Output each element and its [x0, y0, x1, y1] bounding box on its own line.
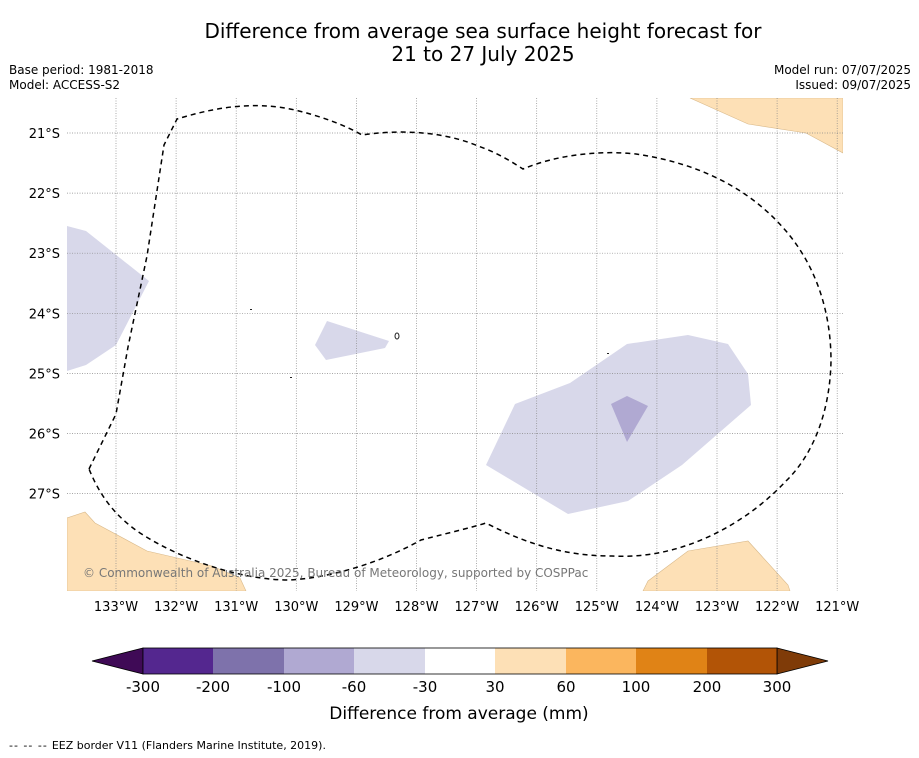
latitude-tick-label: 27°S — [29, 488, 60, 503]
island-marker — [290, 377, 292, 378]
eez-legend-text: EEZ border V11 (Flanders Marine Institut… — [51, 739, 326, 752]
colorbar-tick-label: 30 — [485, 678, 504, 696]
negative-anomaly-region-east — [486, 335, 751, 514]
longitude-tick-label: 123°W — [695, 600, 739, 615]
longitude-tick-label: 126°W — [515, 600, 559, 615]
eez-legend-symbol: -- -- -- — [9, 739, 48, 752]
map-title-line1: Difference from average sea surface heig… — [204, 19, 762, 43]
colorbar-label: Difference from average (mm) — [329, 704, 588, 724]
colorbar-tick-label: 60 — [556, 678, 575, 696]
longitude-labels: 133°W 132°W 131°W 130°W 129°W 128°W 127°W 126°W… — [94, 600, 860, 615]
latitude-tick-label: 25°S — [29, 367, 60, 382]
longitude-tick-label: 130°W — [274, 600, 318, 615]
colorbar-segment — [636, 648, 707, 674]
colorbar-segment — [566, 648, 636, 674]
colorbar-tick-label: 200 — [693, 678, 722, 696]
negative-anomaly-region-west — [67, 226, 149, 371]
negative-anomaly-region-center — [315, 321, 389, 360]
longitude-tick-label: 132°W — [154, 600, 198, 615]
longitude-tick-label: 128°W — [394, 600, 438, 615]
colorbar-extend-min — [91, 647, 144, 675]
longitude-tick-label: 122°W — [755, 600, 799, 615]
colorbar-segment — [707, 648, 777, 674]
positive-anomaly-region-ne — [689, 98, 843, 154]
colorbar-tick-label: -200 — [196, 678, 230, 696]
colorbar-tick-label: -300 — [126, 678, 160, 696]
meta-right: Model run: 07/07/2025 Issued: 09/07/2025 — [774, 63, 911, 93]
map-figure: © Commonwealth of Australia 2025, Bureau… — [29, 98, 860, 615]
longitude-tick-label: 124°W — [635, 600, 679, 615]
base-period-text: Base period: 1981-2018 — [9, 63, 154, 77]
copyright-text: © Commonwealth of Australia 2025, Bureau… — [83, 566, 588, 580]
island-marker — [607, 353, 609, 354]
model-run-text: Model run: 07/07/2025 — [773, 63, 911, 77]
latitude-tick-label: 24°S — [29, 307, 60, 322]
colorbar-tick-label: -30 — [413, 678, 438, 696]
map-title-line2: 21 to 27 July 2025 — [391, 42, 575, 66]
latitude-labels: 21°S 22°S 23°S 24°S 25°S 26°S 27°S — [29, 127, 60, 503]
longitude-tick-label: 121°W — [815, 600, 859, 615]
colorbar-frame — [142, 647, 778, 675]
model-text: Model: ACCESS-S2 — [9, 78, 121, 92]
negative-anomaly-core — [611, 396, 648, 442]
colorbar-tick-label: -60 — [342, 678, 367, 696]
footer-legend: -- -- -- EEZ border V11 (Flanders Marine … — [9, 739, 326, 752]
latitude-tick-label: 22°S — [29, 187, 60, 202]
colorbar-tick-label: 100 — [622, 678, 651, 696]
longitude-tick-label: 133°W — [94, 600, 138, 615]
colorbar-segment — [354, 648, 425, 674]
colorbar-segment — [213, 648, 284, 674]
colorbar-tick-label: -100 — [267, 678, 301, 696]
meta-left: Base period: 1981-2018 Model: ACCESS-S2 — [9, 63, 154, 93]
longitude-tick-label: 127°W — [455, 600, 499, 615]
colorbar-extend-max — [776, 647, 829, 675]
issued-text: Issued: 09/07/2025 — [795, 78, 911, 92]
map-area: © Commonwealth of Australia 2025, Bureau… — [67, 98, 843, 591]
colorbar-segment — [495, 648, 566, 674]
longitude-tick-label: 125°W — [575, 600, 619, 615]
island-marker — [394, 332, 400, 340]
colorbar: -300 -200 -100 -60 -30 30 60 100 200 300 Differen… — [91, 647, 829, 724]
colorbar-tick-label: 300 — [763, 678, 792, 696]
positive-anomaly-region-se — [642, 540, 791, 591]
colorbar-segment — [284, 648, 354, 674]
latitude-tick-label: 23°S — [29, 247, 60, 262]
longitude-tick-label: 131°W — [214, 600, 258, 615]
latitude-tick-label: 26°S — [29, 428, 60, 443]
latitude-tick-label: 21°S — [29, 127, 60, 142]
colorbar-segment — [143, 648, 213, 674]
island-marker — [250, 309, 252, 310]
gridlines — [67, 98, 843, 591]
longitude-tick-label: 129°W — [334, 600, 378, 615]
colorbar-segment — [425, 648, 495, 674]
